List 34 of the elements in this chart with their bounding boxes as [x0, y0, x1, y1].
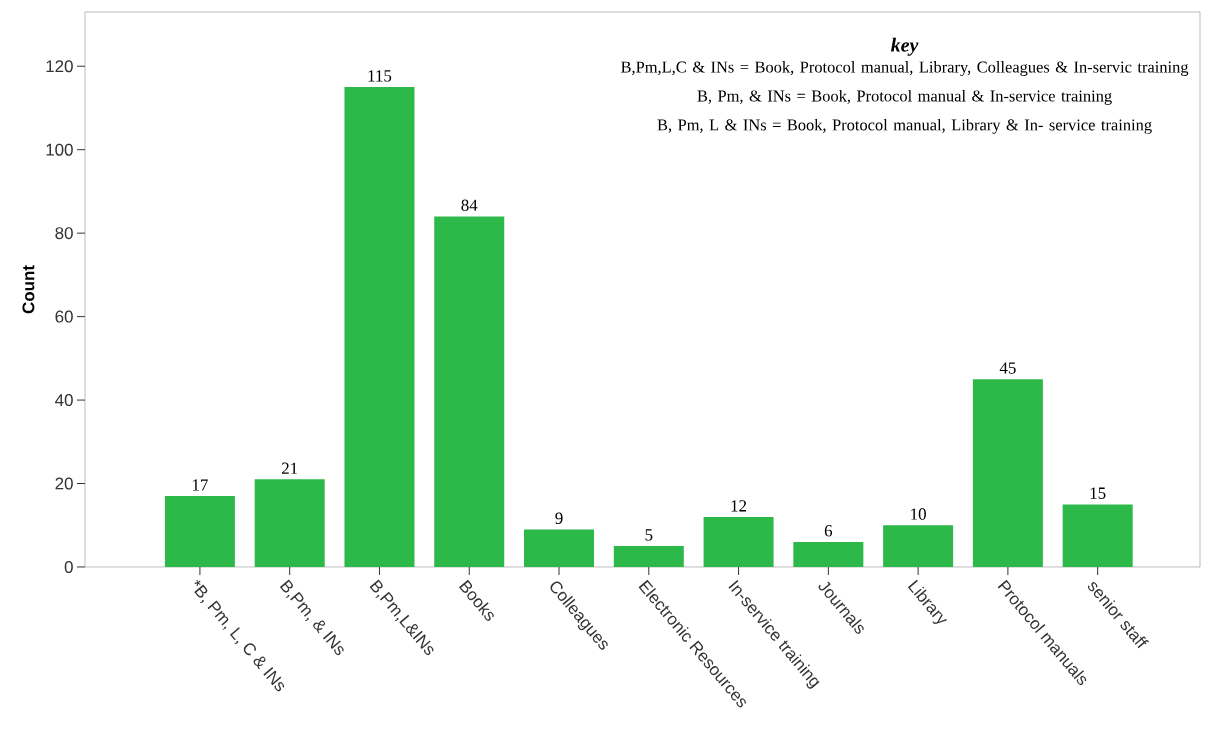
y-tick-label: 60 — [55, 310, 73, 323]
bar — [972, 379, 1043, 567]
y-tick-label: 120 — [46, 60, 73, 73]
data-label: 9 — [555, 512, 563, 524]
y-axis-title: Count — [22, 265, 35, 314]
y-tick-label: 40 — [55, 394, 73, 407]
data-label: 17 — [192, 479, 208, 491]
data-label: 5 — [645, 529, 653, 541]
bar — [254, 479, 325, 567]
annotation: key — [890, 37, 919, 56]
data-label: 45 — [999, 362, 1016, 374]
annotation: B,Pm,L,C & INs = Book, Protocol manual, Library, Colleagues & In-servic training — [621, 61, 1189, 76]
bar — [703, 516, 774, 567]
data-label: 115 — [368, 70, 392, 82]
y-tick-label: 20 — [55, 477, 73, 490]
bar — [344, 87, 415, 567]
y-tick-label: 100 — [46, 143, 73, 156]
annotation: B, Pm, L & INs = Book, Protocol manual, Library & In- service training — [657, 118, 1152, 134]
bar — [793, 541, 864, 567]
data-label: 12 — [731, 500, 747, 512]
data-label: 6 — [824, 525, 833, 537]
data-label: 21 — [281, 462, 298, 474]
data-label: 10 — [911, 508, 926, 520]
y-tick-label: 80 — [55, 227, 73, 240]
data-label: 15 — [1090, 487, 1106, 499]
bar — [164, 496, 235, 567]
data-label: 84 — [461, 199, 478, 211]
bar — [1062, 504, 1133, 567]
bar — [524, 529, 595, 567]
y-tick-label: 0 — [64, 560, 73, 573]
annotation: B, Pm, & INs = Book, Protocol manual & In-service training — [697, 89, 1112, 105]
bar — [883, 525, 954, 567]
bar — [434, 216, 505, 567]
bar — [613, 546, 684, 567]
